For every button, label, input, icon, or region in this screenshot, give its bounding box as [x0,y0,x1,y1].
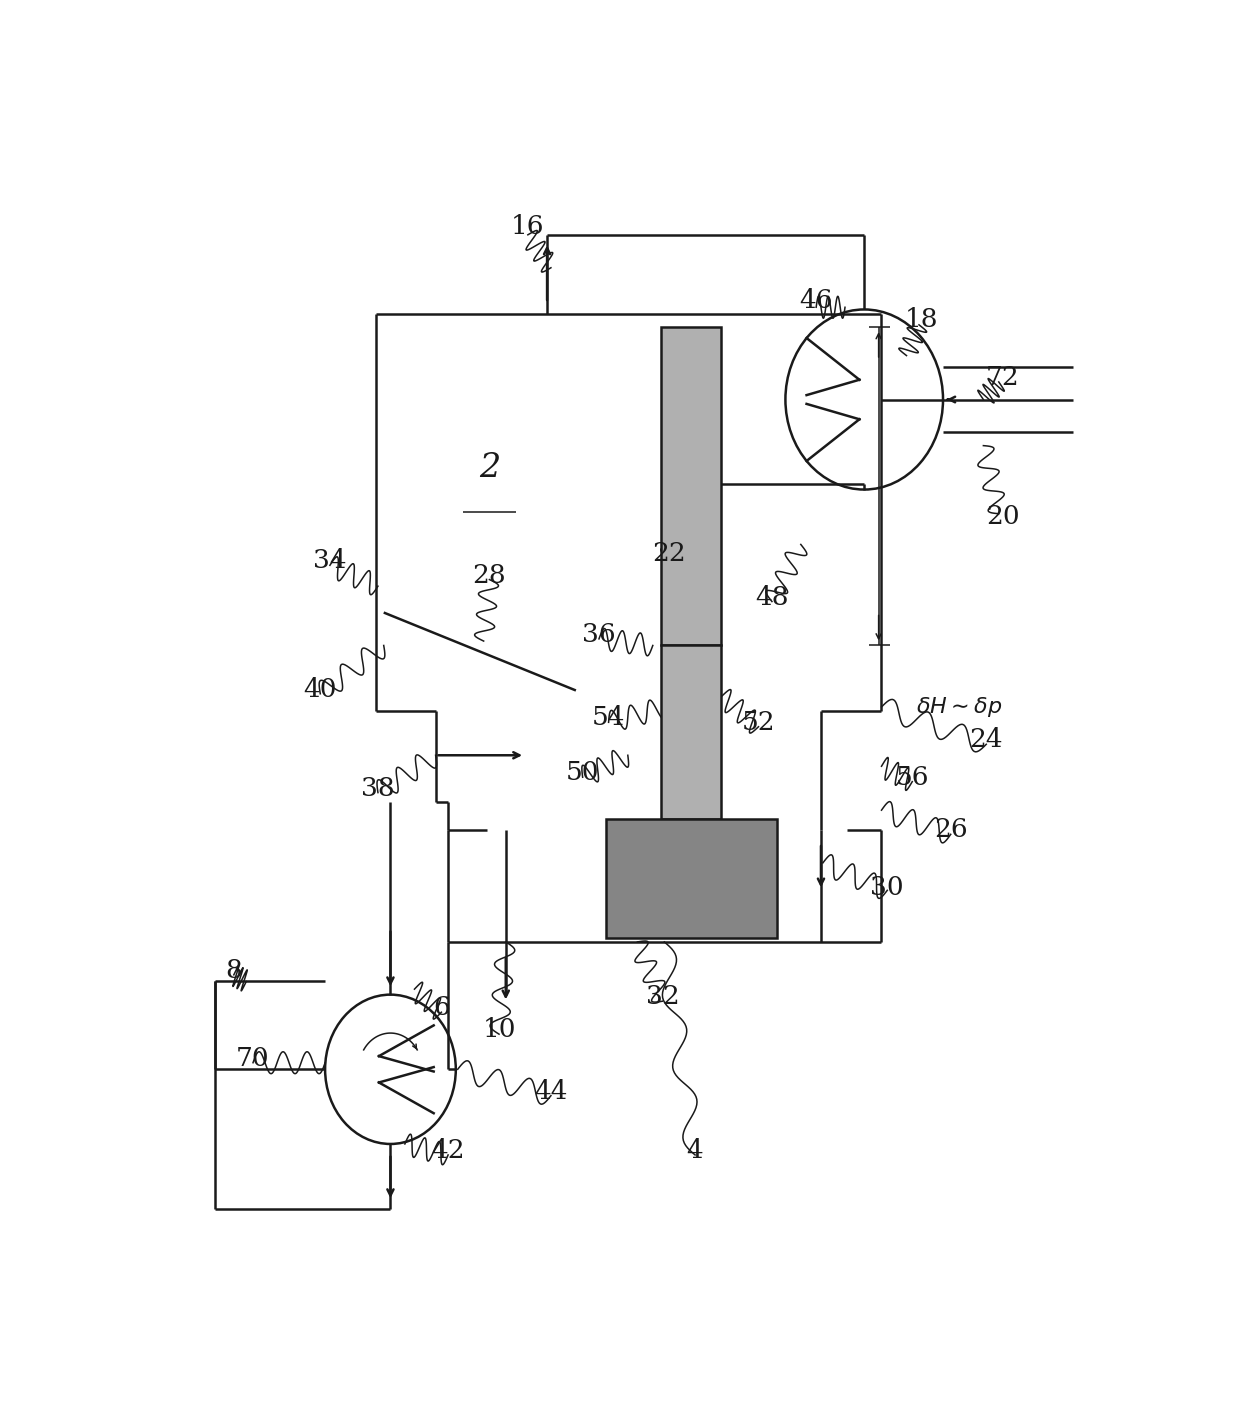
Text: 26: 26 [934,817,967,843]
Text: 4: 4 [687,1138,703,1164]
Text: 70: 70 [236,1045,270,1071]
Text: 40: 40 [304,677,337,702]
Bar [661,327,720,646]
Text: 22: 22 [652,540,686,566]
Text: 44: 44 [534,1078,568,1104]
Text: 16: 16 [511,214,544,238]
Text: 54: 54 [591,706,625,730]
Text: 20: 20 [986,505,1019,529]
Text: 52: 52 [742,710,775,734]
Text: 38: 38 [361,776,394,801]
Text: 50: 50 [565,760,599,786]
Text: 18: 18 [905,307,939,332]
Text: 56: 56 [895,764,929,790]
Text: 2: 2 [479,452,500,483]
Text: 30: 30 [870,874,904,900]
Text: 10: 10 [482,1017,516,1042]
Text: 34: 34 [312,549,347,573]
Text: 72: 72 [986,365,1019,391]
Text: 6: 6 [433,995,450,1021]
Text: 28: 28 [472,563,506,588]
Text: 32: 32 [646,984,680,1010]
Text: $\delta H \sim \delta p$: $\delta H \sim \delta p$ [916,694,1002,719]
Text: 36: 36 [582,622,616,647]
Bar [661,646,720,819]
Bar [605,819,776,937]
Text: 46: 46 [800,288,833,314]
Text: 48: 48 [755,585,789,610]
Text: 42: 42 [432,1138,465,1164]
Text: 24: 24 [970,727,1003,753]
Text: 8: 8 [226,958,242,983]
